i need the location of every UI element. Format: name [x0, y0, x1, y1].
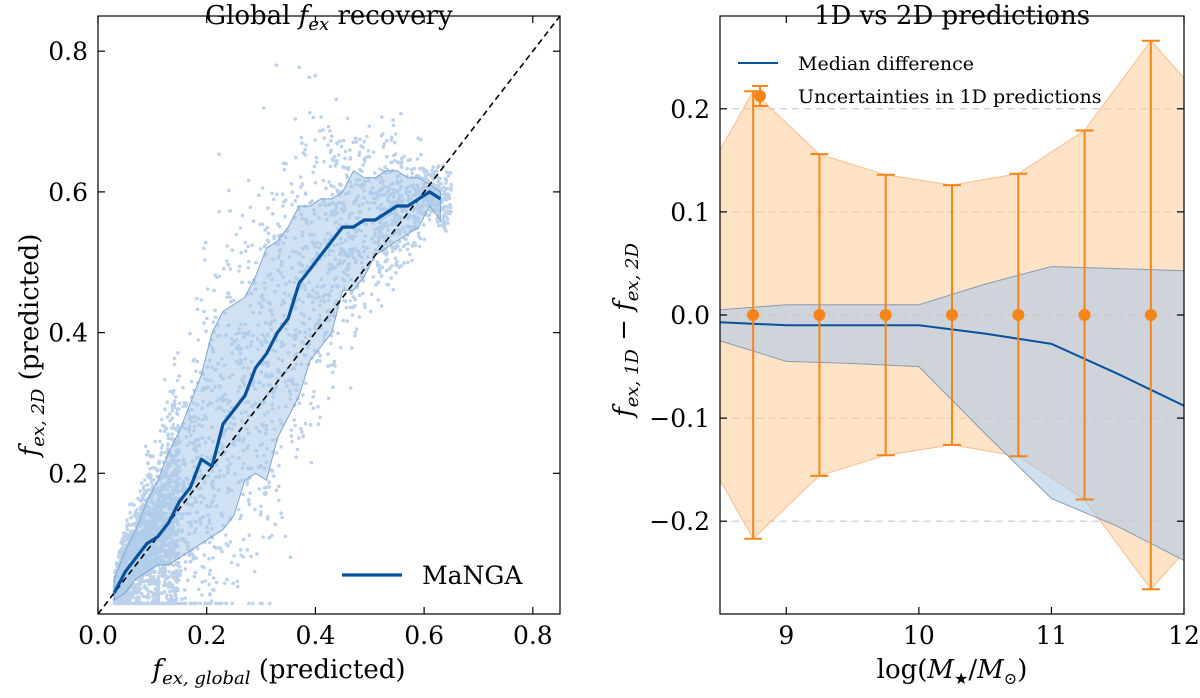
right-x-tick-label: 10 — [903, 621, 935, 650]
right-y-tick-label: −0.1 — [649, 404, 710, 433]
right-legend: Median difference Uncertainties in 1D pr… — [738, 53, 1101, 108]
right-y-tick-label: 0.2 — [670, 95, 710, 124]
one-to-one-line — [98, 16, 560, 614]
right-y-tick-label: 0.0 — [670, 301, 710, 330]
left-x-tick-label: 0.6 — [404, 621, 444, 650]
errorbar-point — [810, 153, 829, 477]
right-x-tick-label: 11 — [1036, 621, 1068, 650]
right-panel: 1D vs 2D predictions 9 10 11 12−0.2−0.10.00… — [609, 1, 1200, 688]
right-x-tick-label: 12 — [1168, 621, 1200, 650]
left-y-tick-label: 0.6 — [48, 178, 88, 207]
left-axes-frame — [97, 15, 561, 615]
legend-errorbar-sample — [752, 85, 768, 107]
right-ticks: 9 10 11 12 −0.2 −0.1 0.0 0.1 0.2 — [649, 16, 1200, 650]
manga-scatter-band — [113, 170, 441, 601]
manga-median-line — [112, 190, 442, 594]
left-x-tick-label: 0.8 — [513, 621, 553, 650]
errorbar-point — [744, 90, 763, 540]
left-panel-title: Global fex recovery — [205, 1, 453, 35]
left-legend: MaNGA — [342, 561, 523, 590]
legend-uncertainty-label: Uncertainties in 1D predictions — [798, 86, 1101, 108]
left-panel: Global fex recovery 0.0 0.2 0.4 0.6 0.80.20.… — [15, 1, 561, 689]
left-x-tick-label: 0.4 — [296, 621, 336, 650]
errorbar-point — [1075, 129, 1094, 501]
left-x-tick-label: 0.0 — [78, 621, 118, 650]
left-x-tick-label: 0.2 — [187, 621, 227, 650]
errorbar-point — [1141, 39, 1160, 591]
right-y-tick-label: −0.2 — [649, 507, 710, 536]
left-ticks: 0.0 0.2 0.4 0.6 0.8 0.2 0.4 0.6 0.8 — [48, 16, 560, 650]
left-y-tick-label: 0.2 — [48, 459, 88, 488]
left-y-tick-label: 0.8 — [48, 37, 88, 66]
legend-median-label: Median difference — [798, 53, 974, 75]
left-y-tick-label: 0.4 — [48, 319, 88, 348]
right-y-axis-label: fex, 1D − fex, 2D — [609, 243, 643, 419]
right-x-axis-label: log(M★/M⊙) — [877, 655, 1028, 688]
errorbar-point — [876, 173, 895, 457]
errorbars — [744, 39, 1160, 591]
left-x-axis-label: fex, global (predicted) — [150, 655, 405, 689]
median-difference-band — [720, 265, 1184, 561]
legend-manga-label: MaNGA — [422, 561, 523, 590]
right-x-tick-label: 9 — [778, 621, 794, 650]
errorbar-point — [1009, 172, 1028, 458]
errorbar-point — [943, 184, 961, 446]
left-y-axis-label: fex, 2D (predicted) — [15, 234, 49, 459]
right-y-tick-label: 0.1 — [670, 198, 710, 227]
